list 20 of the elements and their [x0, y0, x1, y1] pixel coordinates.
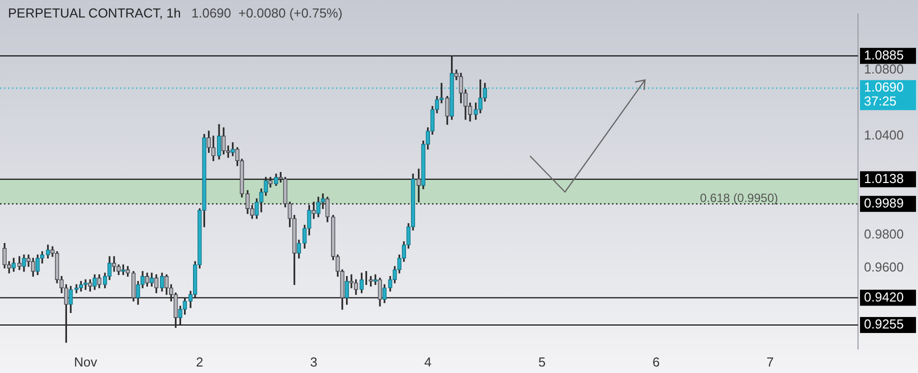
- y-tick-label: 1.0400: [864, 128, 904, 143]
- band-label: 0.618 (0.9950): [700, 191, 778, 206]
- ref-line-label: 1.0138: [864, 170, 904, 186]
- chart-subtitle: 1.0690 +0.0080 (+0.75%): [191, 6, 342, 21]
- x-tick-label: 2: [196, 354, 204, 370]
- ref-line-label: 0.9989: [864, 195, 904, 210]
- x-tick-label: 5: [538, 354, 546, 370]
- x-tick-label: Nov: [74, 354, 98, 370]
- ref-line-label: 1.0690 37:25: [864, 80, 904, 109]
- ref-line-label: 0.9420: [864, 289, 904, 304]
- chart-title: PERPETUAL CONTRACT, 1h: [8, 6, 181, 21]
- x-tick-label: 3: [310, 354, 318, 370]
- y-tick-label: 0.9600: [864, 260, 904, 275]
- y-tick-label: 0.9800: [864, 226, 904, 242]
- ref-line-label: 0.9255: [864, 316, 904, 332]
- x-tick-label: 6: [652, 354, 660, 370]
- ref-line-label: 1.0885: [864, 47, 904, 62]
- x-tick-label: 4: [424, 354, 432, 370]
- x-tick-label: 7: [766, 354, 774, 370]
- y-tick-label: 1.0800: [864, 62, 904, 77]
